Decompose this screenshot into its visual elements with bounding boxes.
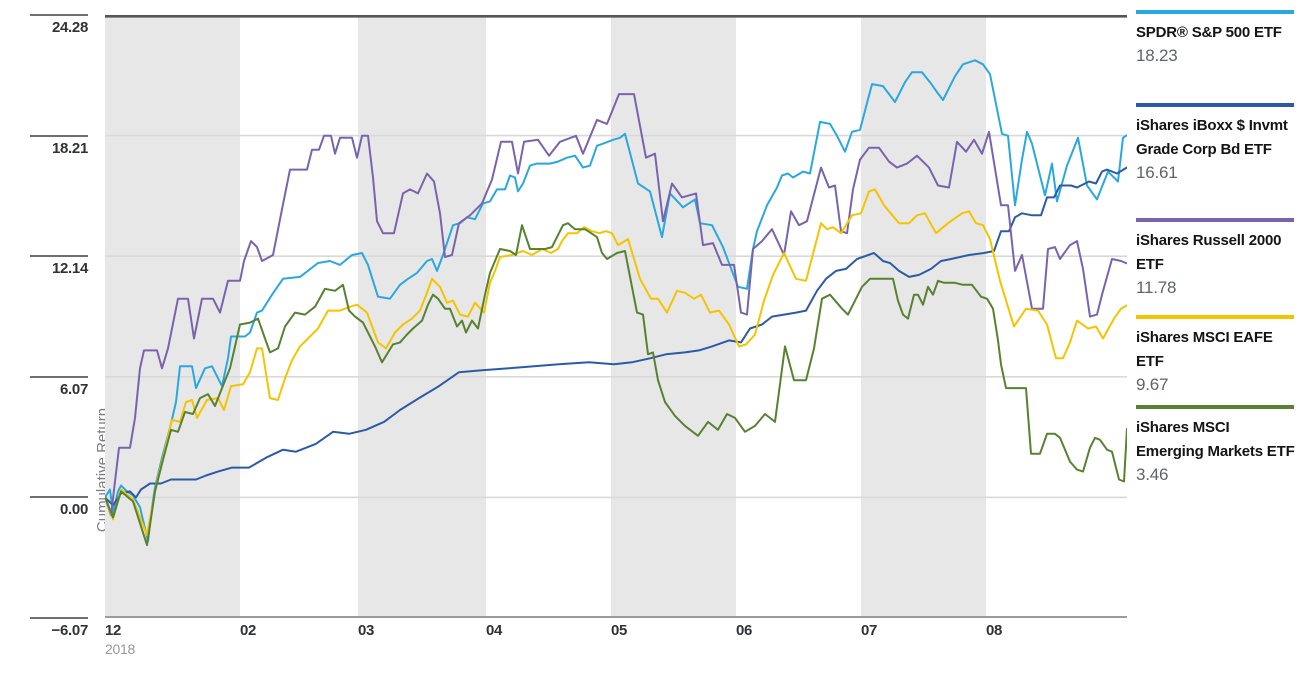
legend-color-bar xyxy=(1136,315,1294,319)
legend-item-name: iShares MSCI EAFE ETF xyxy=(1136,329,1273,370)
x-tick-label: 03 xyxy=(358,622,375,639)
chart-plot xyxy=(105,15,1127,618)
legend-item: iShares MSCI EAFE ETF 9.67 xyxy=(1136,315,1296,395)
x-tick: 06 xyxy=(736,622,752,639)
y-tick-label: 18.21 xyxy=(51,139,88,157)
x-tick-label: 02 xyxy=(240,622,257,639)
y-tick: 18.21 xyxy=(30,134,88,157)
x-tick: 03 xyxy=(358,622,374,639)
x-axis: 12 2018 02 03 04 05 06 07 08 xyxy=(105,622,1127,672)
legend-item-value: 3.46 xyxy=(1136,465,1169,484)
y-tick-line xyxy=(30,375,88,378)
legend-color-bar xyxy=(1136,218,1294,222)
legend-item-name: SPDR® S&P 500 ETF xyxy=(1136,24,1282,41)
x-tick: 05 xyxy=(611,622,627,639)
legend-item-name: iShares Russell 2000 ETF xyxy=(1136,232,1282,273)
legend-item-value: 11.78 xyxy=(1136,278,1177,297)
legend-item: SPDR® S&P 500 ETF 18.23 xyxy=(1136,10,1296,66)
y-tick-line xyxy=(30,14,88,16)
x-tick: 04 xyxy=(486,622,502,639)
x-tick: 08 xyxy=(986,622,1002,639)
y-tick: 24.28 xyxy=(30,14,88,36)
y-tick-line xyxy=(30,255,88,258)
y-tick-label: −6.07 xyxy=(51,622,89,639)
y-tick: −6.07 xyxy=(30,617,88,639)
legend-item: iShares Russell 2000 ETF 11.78 xyxy=(1136,218,1296,298)
x-tick-year: 2018 xyxy=(105,641,135,657)
y-tick-line xyxy=(30,134,88,137)
y-tick: 12.14 xyxy=(30,255,88,277)
legend-color-bar xyxy=(1136,10,1294,14)
y-tick-line xyxy=(30,496,88,499)
x-tick-label: 08 xyxy=(986,622,1003,639)
legend-item-name: iShares iBoxx $ Invmt Grade Corp Bd ETF xyxy=(1136,117,1288,158)
x-tick: 12 2018 xyxy=(105,622,135,657)
legend-item: iShares MSCI Emerging Markets ETF 3.46 xyxy=(1136,405,1296,485)
legend-color-bar xyxy=(1136,405,1294,409)
y-tick-label: 6.07 xyxy=(60,380,88,398)
legend-item-value: 9.67 xyxy=(1136,375,1169,394)
x-tick-label: 04 xyxy=(486,622,503,639)
x-tick-label: 12 xyxy=(105,622,122,639)
x-tick-label: 06 xyxy=(736,622,753,639)
y-tick: 0.00 xyxy=(30,496,88,518)
y-tick: 6.07 xyxy=(30,375,88,398)
legend-item-value: 16.61 xyxy=(1136,163,1178,182)
y-tick-label: 12.14 xyxy=(51,260,88,278)
x-tick: 07 xyxy=(861,622,877,639)
y-axis: 24.28 18.21 12.14 6.07 0.00 −6.07 xyxy=(0,0,105,674)
legend-color-bar xyxy=(1136,103,1294,107)
y-tick-label: 0.00 xyxy=(60,501,88,519)
legend-item: iShares iBoxx $ Invmt Grade Corp Bd ETF … xyxy=(1136,103,1296,183)
y-tick-line xyxy=(30,617,88,619)
legend-item-value: 18.23 xyxy=(1136,46,1178,65)
x-tick-label: 07 xyxy=(861,622,878,639)
y-tick-label: 24.28 xyxy=(51,19,88,36)
x-tick: 02 xyxy=(240,622,256,639)
x-tick-label: 05 xyxy=(611,622,628,639)
legend-item-name: iShares MSCI Emerging Markets ETF xyxy=(1136,419,1295,460)
